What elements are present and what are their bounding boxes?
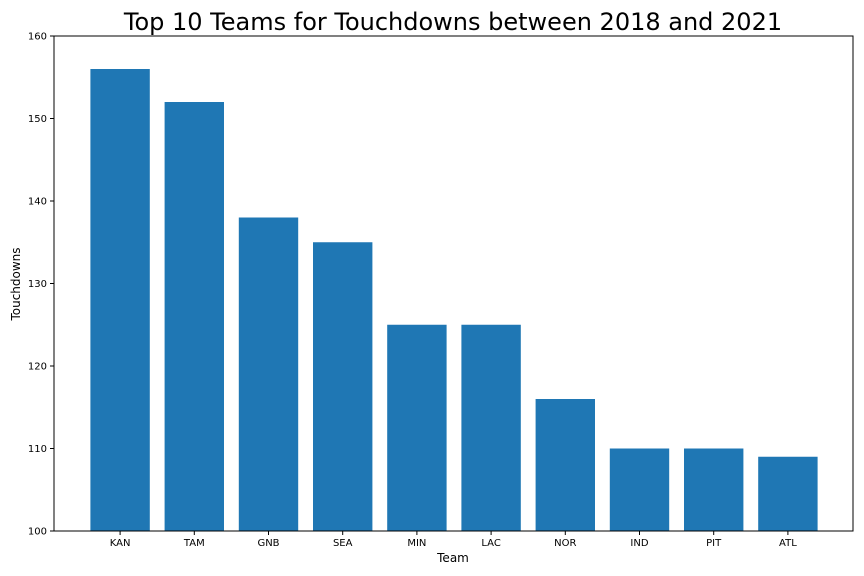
y-tick-label: 100: [28, 527, 47, 538]
bar-lac: [461, 324, 521, 531]
y-axis-label: Touchdowns: [9, 247, 23, 321]
x-tick-label: ATL: [779, 538, 797, 549]
bar-kan: [90, 69, 150, 531]
x-tick-label: LAC: [481, 538, 500, 549]
y-tick-label: 130: [28, 279, 47, 290]
x-tick-label: MIN: [407, 538, 426, 549]
bar-ind: [609, 448, 670, 531]
x-axis-label: Team: [436, 551, 469, 565]
x-tick-label: IND: [630, 538, 648, 549]
x-tick-label: KAN: [110, 538, 131, 549]
bar-tam: [164, 102, 224, 531]
bar-gnb: [238, 217, 299, 531]
bar-min: [387, 324, 447, 531]
y-tick-label: 160: [28, 32, 47, 43]
bar-series: [90, 69, 818, 531]
plot-area-frame: [53, 35, 854, 532]
y-tick-label: 150: [28, 114, 47, 125]
bar-atl: [758, 456, 818, 531]
y-tick-label: 120: [28, 362, 47, 373]
x-tick-label: TAM: [183, 538, 205, 549]
bar-nor: [535, 399, 595, 531]
x-tick-label: NOR: [554, 538, 576, 549]
x-tick-label: PIT: [706, 538, 722, 549]
x-tick-label: SEA: [333, 538, 353, 549]
y-tick-label: 110: [28, 444, 47, 455]
y-tick-label: 140: [28, 197, 47, 208]
x-tick-label: GNB: [257, 538, 279, 549]
bar-pit: [684, 448, 744, 531]
chart-title: Top 10 Teams for Touchdowns between 2018…: [123, 8, 782, 36]
bar-sea: [313, 242, 373, 531]
x-axis-ticks: KAN TAM GNB SEA MIN LAC NOR IND PIT ATL: [110, 531, 797, 549]
y-axis-ticks: 100 110 120 130 140 150 160: [28, 32, 54, 538]
